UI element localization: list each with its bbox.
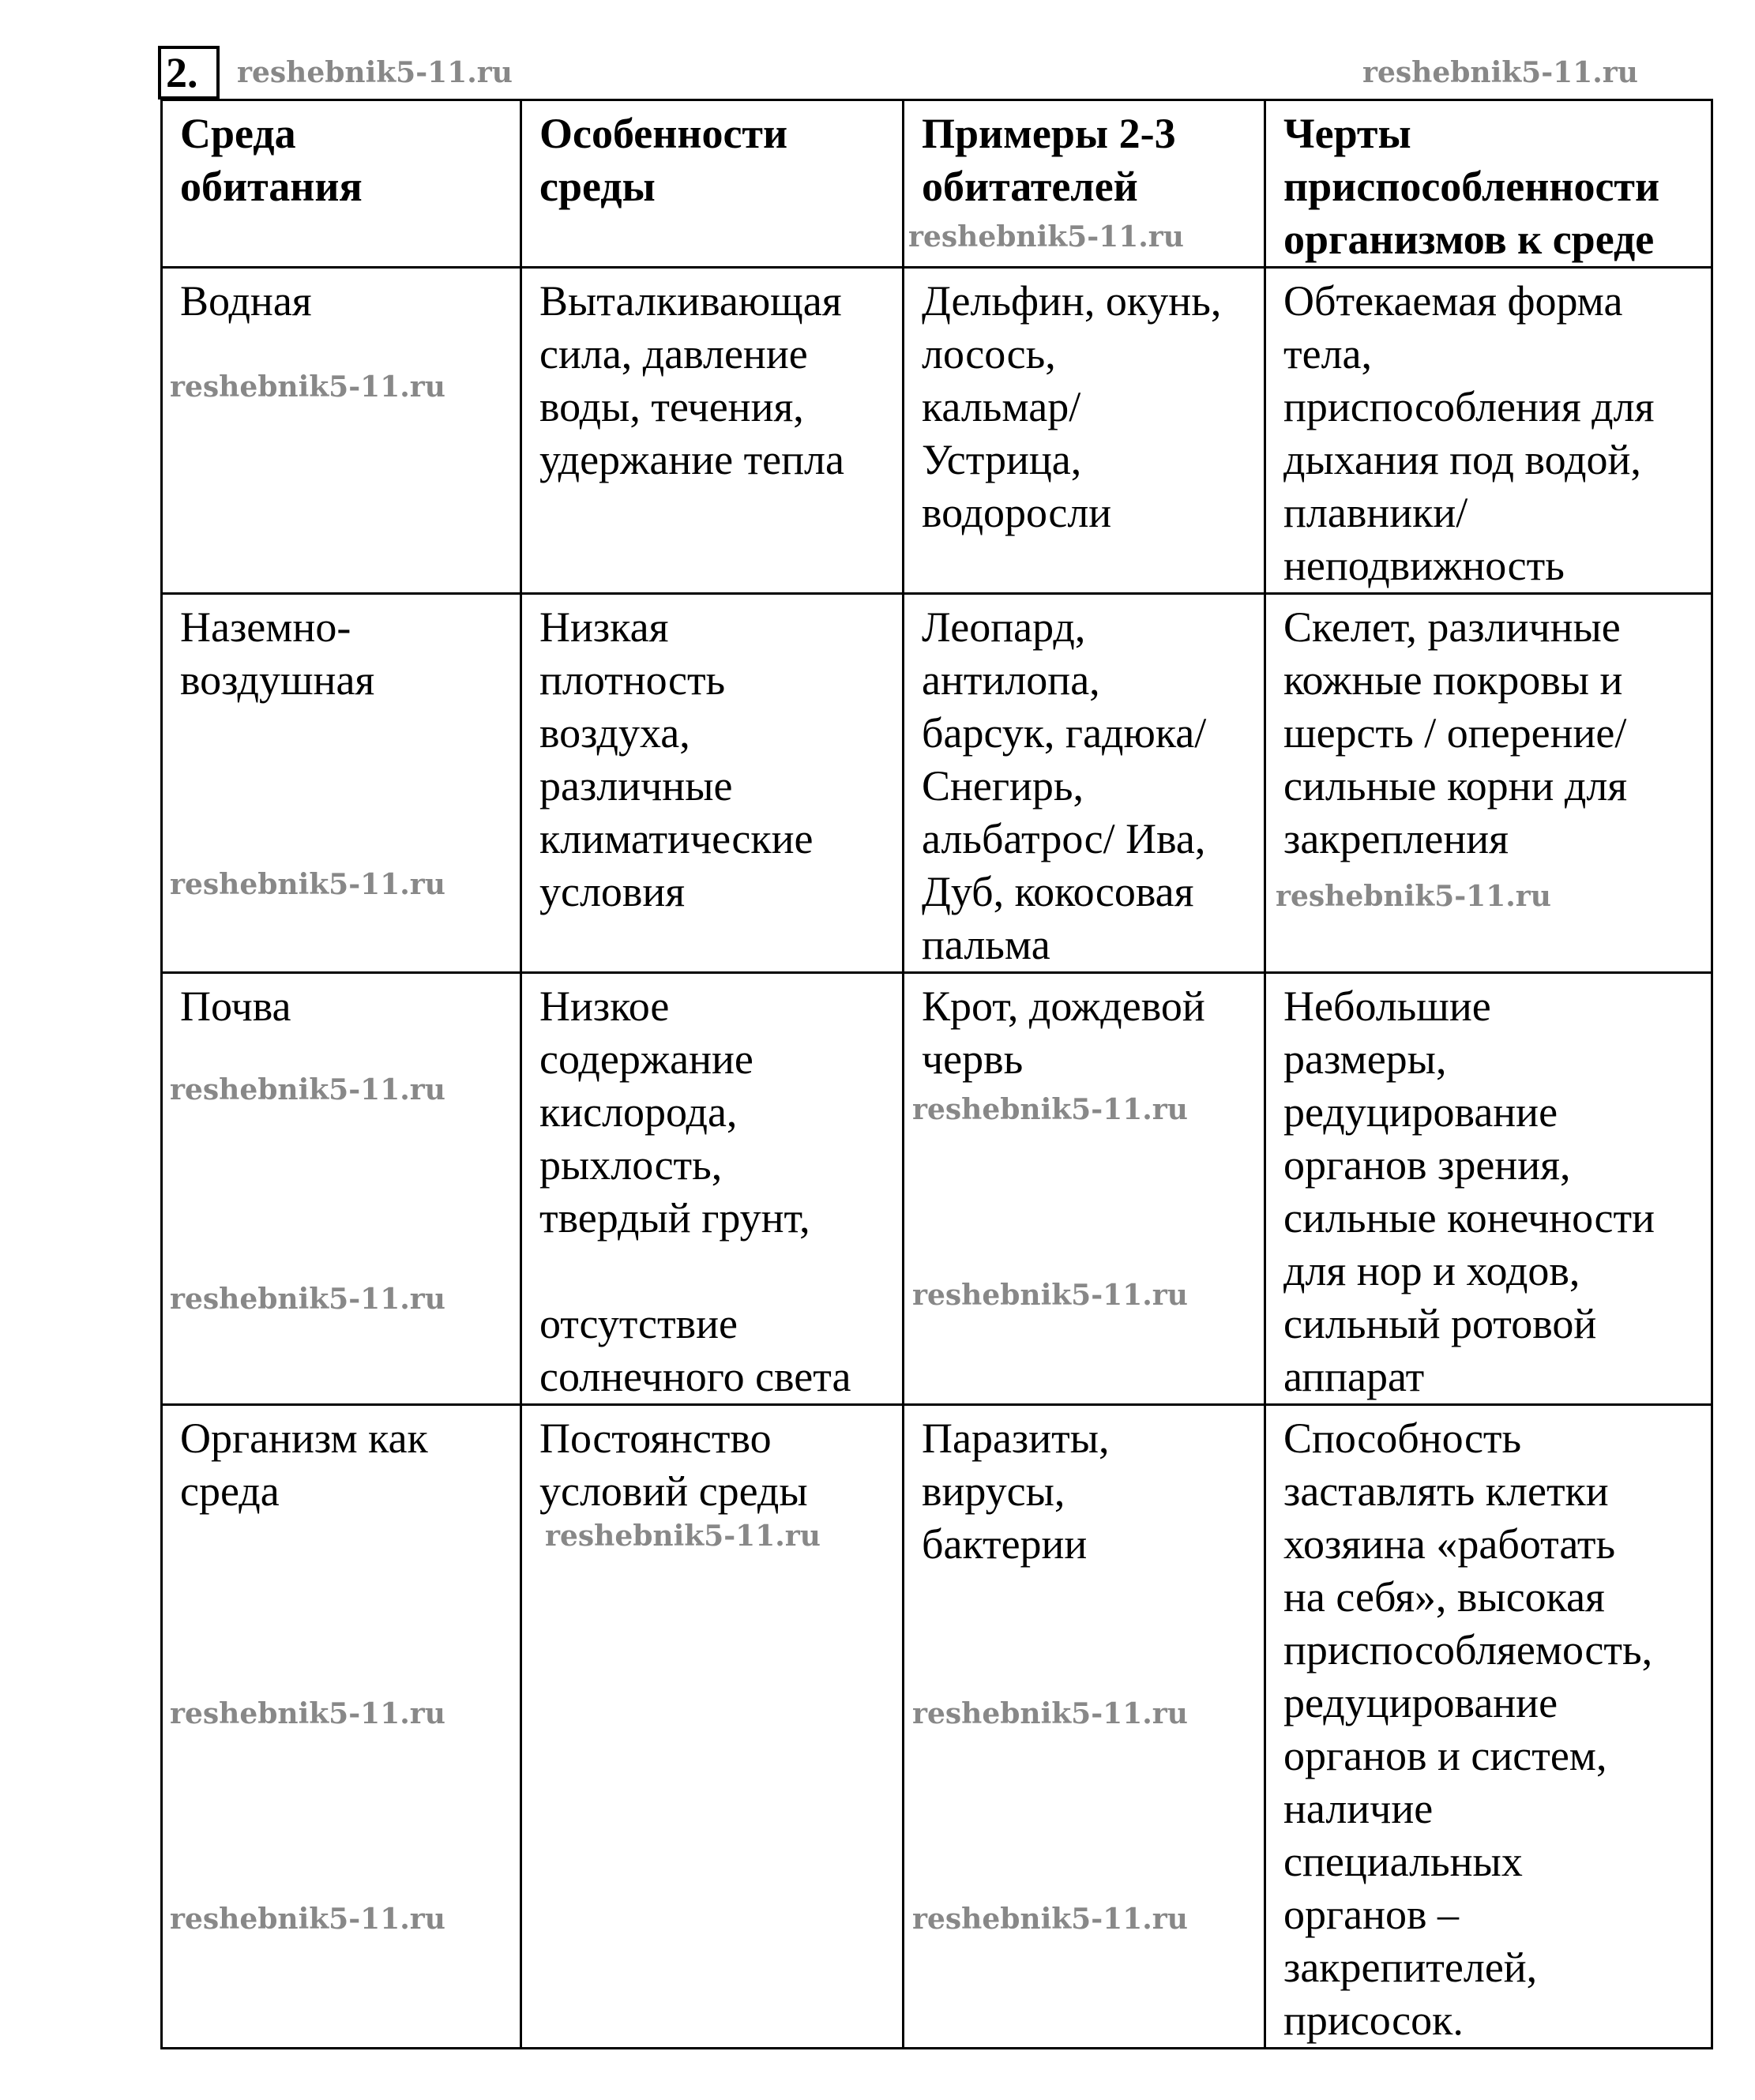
- table-header-row: Среда обитания Особенности среды Примеры…: [160, 99, 1713, 269]
- table-cell: Небольшие размеры, редуцирование органов…: [1264, 971, 1713, 1406]
- watermark: reshebnik5-11.ru: [912, 1279, 1188, 1312]
- task-number: 2.: [158, 46, 220, 100]
- watermark: reshebnik5-11.ru: [170, 1073, 445, 1106]
- watermark: reshebnik5-11.ru: [545, 1520, 821, 1553]
- table-row: Почва Низкое содержание кислорода, рыхло…: [160, 971, 1713, 1406]
- watermark: reshebnik5-11.ru: [1276, 880, 1551, 913]
- watermark: reshebnik5-11.ru: [912, 1093, 1188, 1126]
- table-cell: Постоянство условий среды: [520, 1403, 904, 2049]
- watermark: reshebnik5-11.ru: [1362, 56, 1638, 89]
- table-cell: Скелет, различные кожные покровы и шерст…: [1264, 592, 1713, 974]
- watermark: reshebnik5-11.ru: [170, 1903, 445, 1936]
- table-cell: Способность заставлять клетки хозяина «р…: [1264, 1403, 1713, 2049]
- table-cell: Наземно- воздушная: [160, 592, 522, 974]
- table-cell: Паразиты, вирусы, бактерии: [902, 1403, 1266, 2049]
- table-cell: Выталкивающая сила, давление воды, течен…: [520, 266, 904, 595]
- header-cell: Черты приспособленности организмов к сре…: [1264, 99, 1713, 269]
- habitat-table: Среда обитания Особенности среды Примеры…: [160, 99, 1713, 2049]
- table-cell: Крот, дождевой червь: [902, 971, 1266, 1406]
- header-cell: Среда обитания: [160, 99, 522, 269]
- table-cell: Леопард, антилопа, барсук, гадюка/ Снеги…: [902, 592, 1266, 974]
- watermark: reshebnik5-11.ru: [912, 1697, 1188, 1730]
- watermark: reshebnik5-11.ru: [170, 868, 445, 901]
- watermark: reshebnik5-11.ru: [908, 220, 1184, 254]
- table-cell: Почва: [160, 971, 522, 1406]
- table-cell: Организм как среда: [160, 1403, 522, 2049]
- header-cell: Примеры 2-3 обитателей: [902, 99, 1266, 269]
- watermark: reshebnik5-11.ru: [170, 370, 445, 404]
- table-cell: Обтекаемая форма тела, приспособления дл…: [1264, 266, 1713, 595]
- table-cell: Низкое содержание кислорода, рыхлость, т…: [520, 971, 904, 1406]
- table-row: Водная Выталкивающая сила, давление воды…: [160, 266, 1713, 595]
- table-cell: Дельфин, окунь, лосось, кальмар/ Устрица…: [902, 266, 1266, 595]
- table-row: Наземно- воздушная Низкая плотность возд…: [160, 592, 1713, 974]
- header-cell: Особенности среды: [520, 99, 904, 269]
- table-cell: Водная: [160, 266, 522, 595]
- watermark: reshebnik5-11.ru: [170, 1697, 445, 1730]
- watermark: reshebnik5-11.ru: [912, 1903, 1188, 1936]
- watermark: reshebnik5-11.ru: [237, 56, 513, 89]
- watermark: reshebnik5-11.ru: [170, 1283, 445, 1316]
- table-cell: Низкая плотность воздуха, различные клим…: [520, 592, 904, 974]
- table-row: Организм как среда Постоянство условий с…: [160, 1403, 1713, 2049]
